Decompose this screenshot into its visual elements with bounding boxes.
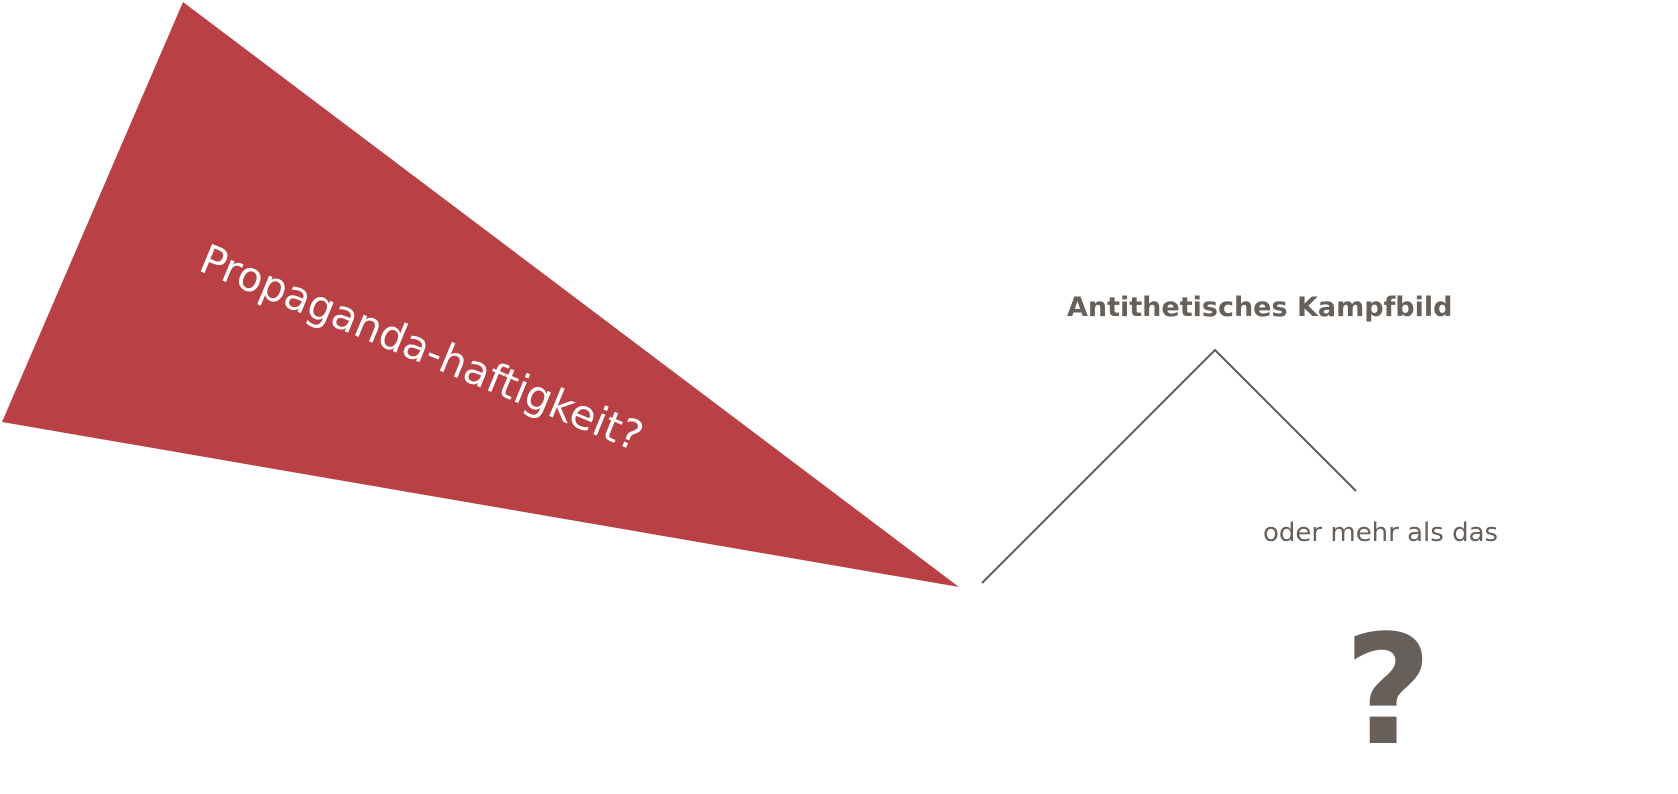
branch-title: Antithetisches Kampfbild (1067, 292, 1452, 323)
branch-subtitle: oder mehr als das (1263, 518, 1498, 548)
branch-connector-line (981, 348, 1357, 584)
question-mark-symbol: ? (1344, 602, 1432, 779)
red-wedge-shape (2, 2, 959, 587)
